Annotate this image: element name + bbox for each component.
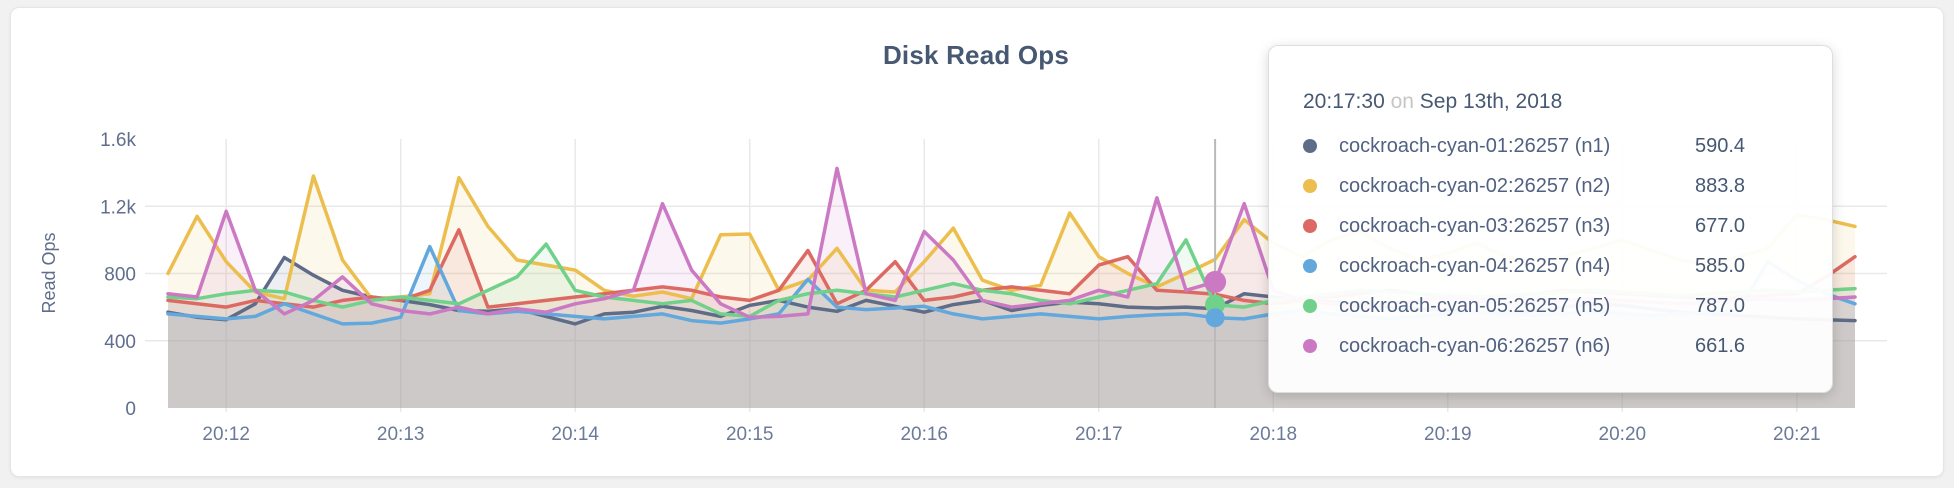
y-axis-tick-label: 0 — [125, 399, 136, 420]
series-value: 787.0 — [1695, 294, 1746, 317]
tooltip-row: cockroach-cyan-02:26257 (n2) 883.8 — [1303, 166, 1832, 206]
x-axis-tick-label: 20:19 — [1424, 424, 1472, 445]
series-color-dot-icon — [1303, 339, 1317, 353]
y-axis-tick-label: 1.6k — [100, 130, 136, 151]
series-name: cockroach-cyan-04:26257 (n4) — [1339, 254, 1611, 277]
tooltip-timestamp: 20:17:30 on Sep 13th, 2018 — [1303, 90, 1832, 114]
tooltip-row: cockroach-cyan-01:26257 (n1) 590.4 — [1303, 126, 1832, 166]
series-color-dot-icon — [1303, 139, 1317, 153]
tooltip-legend: cockroach-cyan-01:26257 (n1) 590.4 cockroa… — [1303, 126, 1832, 366]
series-value: 590.4 — [1695, 134, 1746, 157]
x-axis-tick-label: 20:13 — [377, 424, 425, 445]
series-name: cockroach-cyan-05:26257 (n5) — [1339, 294, 1611, 317]
series-value: 585.0 — [1695, 254, 1746, 277]
series-name: cockroach-cyan-01:26257 (n1) — [1339, 134, 1611, 157]
x-axis-tick-label: 20:21 — [1773, 424, 1821, 445]
tooltip-row: cockroach-cyan-06:26257 (n6) 661.6 — [1303, 326, 1832, 366]
hover-dot-n4 — [1205, 308, 1225, 328]
tooltip-row: cockroach-cyan-05:26257 (n5) 787.0 — [1303, 286, 1832, 326]
x-axis-tick-label: 20:15 — [726, 424, 774, 445]
y-axis-title: Read Ops — [39, 232, 59, 313]
hover-dot-n5 — [1205, 294, 1226, 315]
x-axis-tick-label: 20:14 — [551, 424, 599, 445]
x-axis-tick-label: 20:12 — [202, 424, 250, 445]
tooltip-date: Sep 13th, 2018 — [1419, 90, 1563, 113]
tooltip-row: cockroach-cyan-03:26257 (n3) 677.0 — [1303, 206, 1832, 246]
series-color-dot-icon — [1303, 179, 1317, 193]
y-axis-tick-label: 800 — [104, 265, 136, 286]
tooltip-on-word: on — [1390, 90, 1414, 113]
series-name: cockroach-cyan-06:26257 (n6) — [1339, 334, 1611, 357]
series-name: cockroach-cyan-03:26257 (n3) — [1339, 214, 1611, 237]
x-axis-tick-label: 20:20 — [1599, 424, 1647, 445]
series-color-dot-icon — [1303, 219, 1317, 233]
series-name: cockroach-cyan-02:26257 (n2) — [1339, 174, 1611, 197]
series-color-dot-icon — [1303, 259, 1317, 273]
series-value: 677.0 — [1695, 214, 1746, 237]
x-axis-tick-label: 20:18 — [1250, 424, 1298, 445]
y-axis-tick-label: 1.2k — [100, 197, 136, 218]
series-value: 661.6 — [1695, 334, 1746, 357]
hover-tooltip: 20:17:30 on Sep 13th, 2018 cockroach-cya… — [1268, 45, 1833, 393]
tooltip-time: 20:17:30 — [1303, 90, 1385, 113]
tooltip-row: cockroach-cyan-04:26257 (n4) 585.0 — [1303, 246, 1832, 286]
hover-dot-n6 — [1204, 270, 1227, 293]
chart-title: Disk Read Ops — [882, 40, 1070, 70]
x-axis-tick-label: 20:17 — [1075, 424, 1123, 445]
y-axis-tick-label: 400 — [104, 332, 136, 353]
x-axis-tick-label: 20:16 — [900, 424, 948, 445]
series-color-dot-icon — [1303, 299, 1317, 313]
series-value: 883.8 — [1695, 174, 1746, 197]
